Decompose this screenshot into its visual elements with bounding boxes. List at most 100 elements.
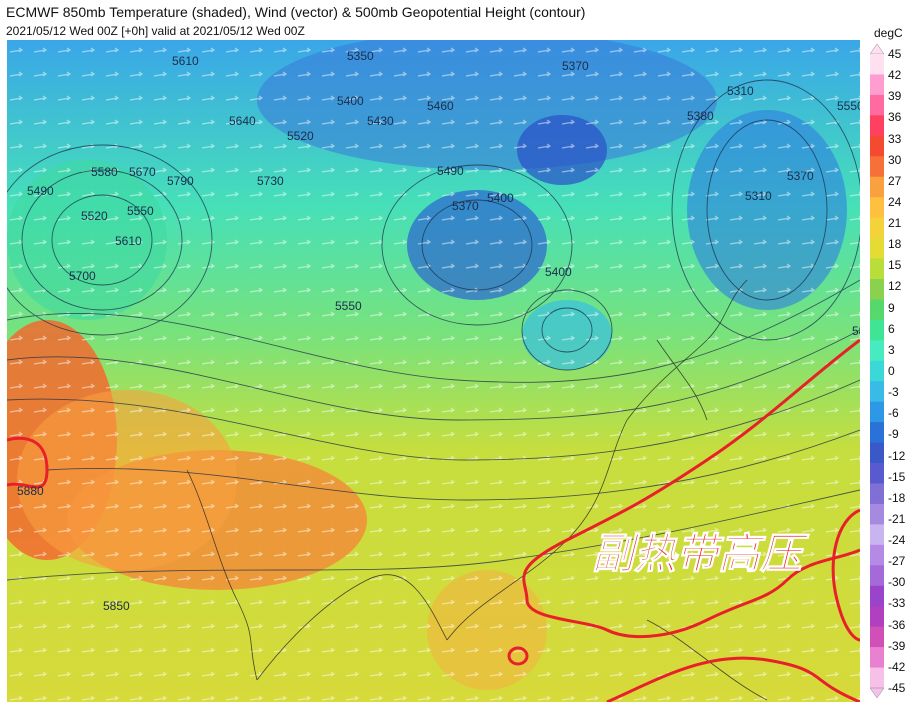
colorbar-tick-label: -6: [888, 406, 899, 421]
colorbar-tick-label: -21: [888, 511, 906, 526]
contour-label: 5400: [337, 94, 364, 108]
colorbar-bottom-triangle: [870, 687, 884, 698]
colorbar-swatch: [870, 156, 884, 178]
colorbar-tick-label: 6: [888, 321, 895, 336]
colorbar-swatch: [870, 340, 884, 362]
contour-label: 5580: [91, 165, 118, 179]
colorbar-swatch: [870, 299, 884, 321]
colorbar-swatch: [870, 626, 884, 648]
contour-label: 5730: [257, 174, 284, 188]
contour-label: 5790: [167, 174, 194, 188]
colorbar-swatch: [870, 74, 884, 96]
contour-label: 5610: [172, 54, 199, 68]
contour-label: 588: [852, 324, 860, 338]
colorbar: [870, 44, 884, 698]
colorbar-tick-label: 21: [888, 216, 902, 231]
contour-label: 5400: [487, 191, 514, 205]
colorbar-tick-label: -18: [888, 490, 906, 505]
colorbar-swatch: [870, 483, 884, 505]
contour-label: 5490: [437, 164, 464, 178]
weather-map: 5580 5670 5610 5550 5520 5490 5700 5790 …: [7, 40, 860, 702]
colorbar-tick-label: 0: [888, 364, 895, 378]
contour-label: 5380: [687, 109, 714, 123]
colorbar-tick-label: 9: [888, 300, 895, 315]
colorbar-tick-label: -36: [888, 617, 906, 632]
contour-label: 5520: [81, 209, 108, 223]
colorbar-swatch: [870, 565, 884, 587]
colorbar-swatch: [870, 197, 884, 219]
contour-label: 5550: [335, 299, 362, 313]
colorbar-tick-label: 3: [888, 342, 895, 357]
colorbar-swatch: [870, 667, 884, 689]
colorbar-swatch: [870, 463, 884, 484]
colorbar-swatch: [870, 422, 884, 444]
wind-vectors: [7, 40, 860, 702]
contour-label: 5520: [287, 129, 314, 143]
colorbar-swatch: [870, 442, 884, 464]
contour-labels: 5580 5670 5610 5550 5520 5490 5700 5790 …: [17, 49, 860, 613]
geopotential-contours: [7, 79, 860, 581]
colorbar-tick-label: 15: [888, 258, 902, 273]
contour-label: 5850: [103, 599, 130, 613]
contour-label: 5430: [367, 114, 394, 128]
colorbar-swatch: [870, 258, 884, 280]
colorbar-tick-label: 18: [888, 237, 902, 252]
contour-label: 5550: [127, 204, 154, 218]
colorbar-swatch: [870, 606, 884, 628]
colorbar-swatch: [870, 319, 884, 341]
contour-label: 5310: [727, 84, 754, 98]
colorbar-swatch: [870, 503, 884, 525]
colorbar-swatch: [870, 217, 884, 239]
colorbar-tick-label: -30: [888, 575, 906, 590]
contour-label: 5370: [452, 199, 479, 213]
colorbar-swatch: [870, 94, 884, 116]
colorbar-tick-label: -9: [888, 427, 899, 442]
colorbar-swatch: [870, 381, 884, 403]
colorbar-unit: degC: [874, 26, 903, 40]
contour-label: 5490: [27, 184, 54, 198]
colorbar-tick-label: 12: [888, 279, 902, 294]
contour-label: 5400: [545, 265, 572, 279]
contour-label: 5880: [17, 484, 44, 498]
colorbar-swatch: [870, 54, 884, 75]
colorbar-ticks: 45 42 39 36 33 30 27 24 21 18 15 12 9 6 3 0 -3 -6 -9 -12 -15…: [888, 44, 918, 698]
colorbar-tick-label: -42: [888, 659, 906, 674]
map-title: ECMWF 850mb Temperature (shaded), Wind (…: [6, 4, 586, 20]
colorbar-tick-label: -27: [888, 554, 906, 569]
contour-label: 5370: [562, 59, 589, 73]
colorbar-swatch: [870, 115, 884, 137]
colorbar-tick-label: -12: [888, 448, 906, 463]
colorbar-tick-label: -45: [888, 681, 906, 695]
contour-label: 5640: [229, 114, 256, 128]
colorbar-tick-label: 36: [888, 110, 902, 125]
colorbar-tick-label: 27: [888, 173, 902, 188]
contour-label: 5370: [787, 169, 814, 183]
colorbar-tick-label: -24: [888, 533, 906, 548]
contour-label: 5350: [347, 49, 374, 63]
subtropical-high-annotation: 副热带高压: [592, 529, 810, 578]
colorbar-swatch: [870, 585, 884, 607]
colorbar-swatch: [870, 647, 884, 669]
contour-label: 5670: [129, 165, 156, 179]
contour-label: 5700: [69, 269, 96, 283]
subtropical-high-contour: [7, 338, 860, 702]
colorbar-swatch: [870, 176, 884, 198]
coastlines: [186, 279, 768, 701]
colorbar-tick-label: 33: [888, 131, 902, 146]
colorbar-tick-label: 42: [888, 68, 902, 83]
contour-label: 5310: [745, 189, 772, 203]
colorbar-swatch: [870, 278, 884, 300]
colorbar-swatch: [870, 524, 884, 546]
colorbar-tick-label: 30: [888, 152, 902, 167]
colorbar-swatch: [870, 238, 884, 260]
colorbar-tick-label: -39: [888, 638, 906, 653]
colorbar-tick-label: 24: [888, 194, 902, 209]
colorbar-swatch: [870, 401, 884, 423]
colorbar-tick-label: -15: [888, 469, 906, 484]
colorbar-swatch: [870, 544, 884, 566]
colorbar-tick-label: -3: [888, 385, 899, 400]
map-subtitle: 2021/05/12 Wed 00Z [+0h] valid at 2021/0…: [6, 24, 305, 38]
contour-label: 5550: [837, 99, 860, 113]
colorbar-swatch: [870, 360, 884, 382]
colorbar-tick-label: 39: [888, 89, 902, 104]
